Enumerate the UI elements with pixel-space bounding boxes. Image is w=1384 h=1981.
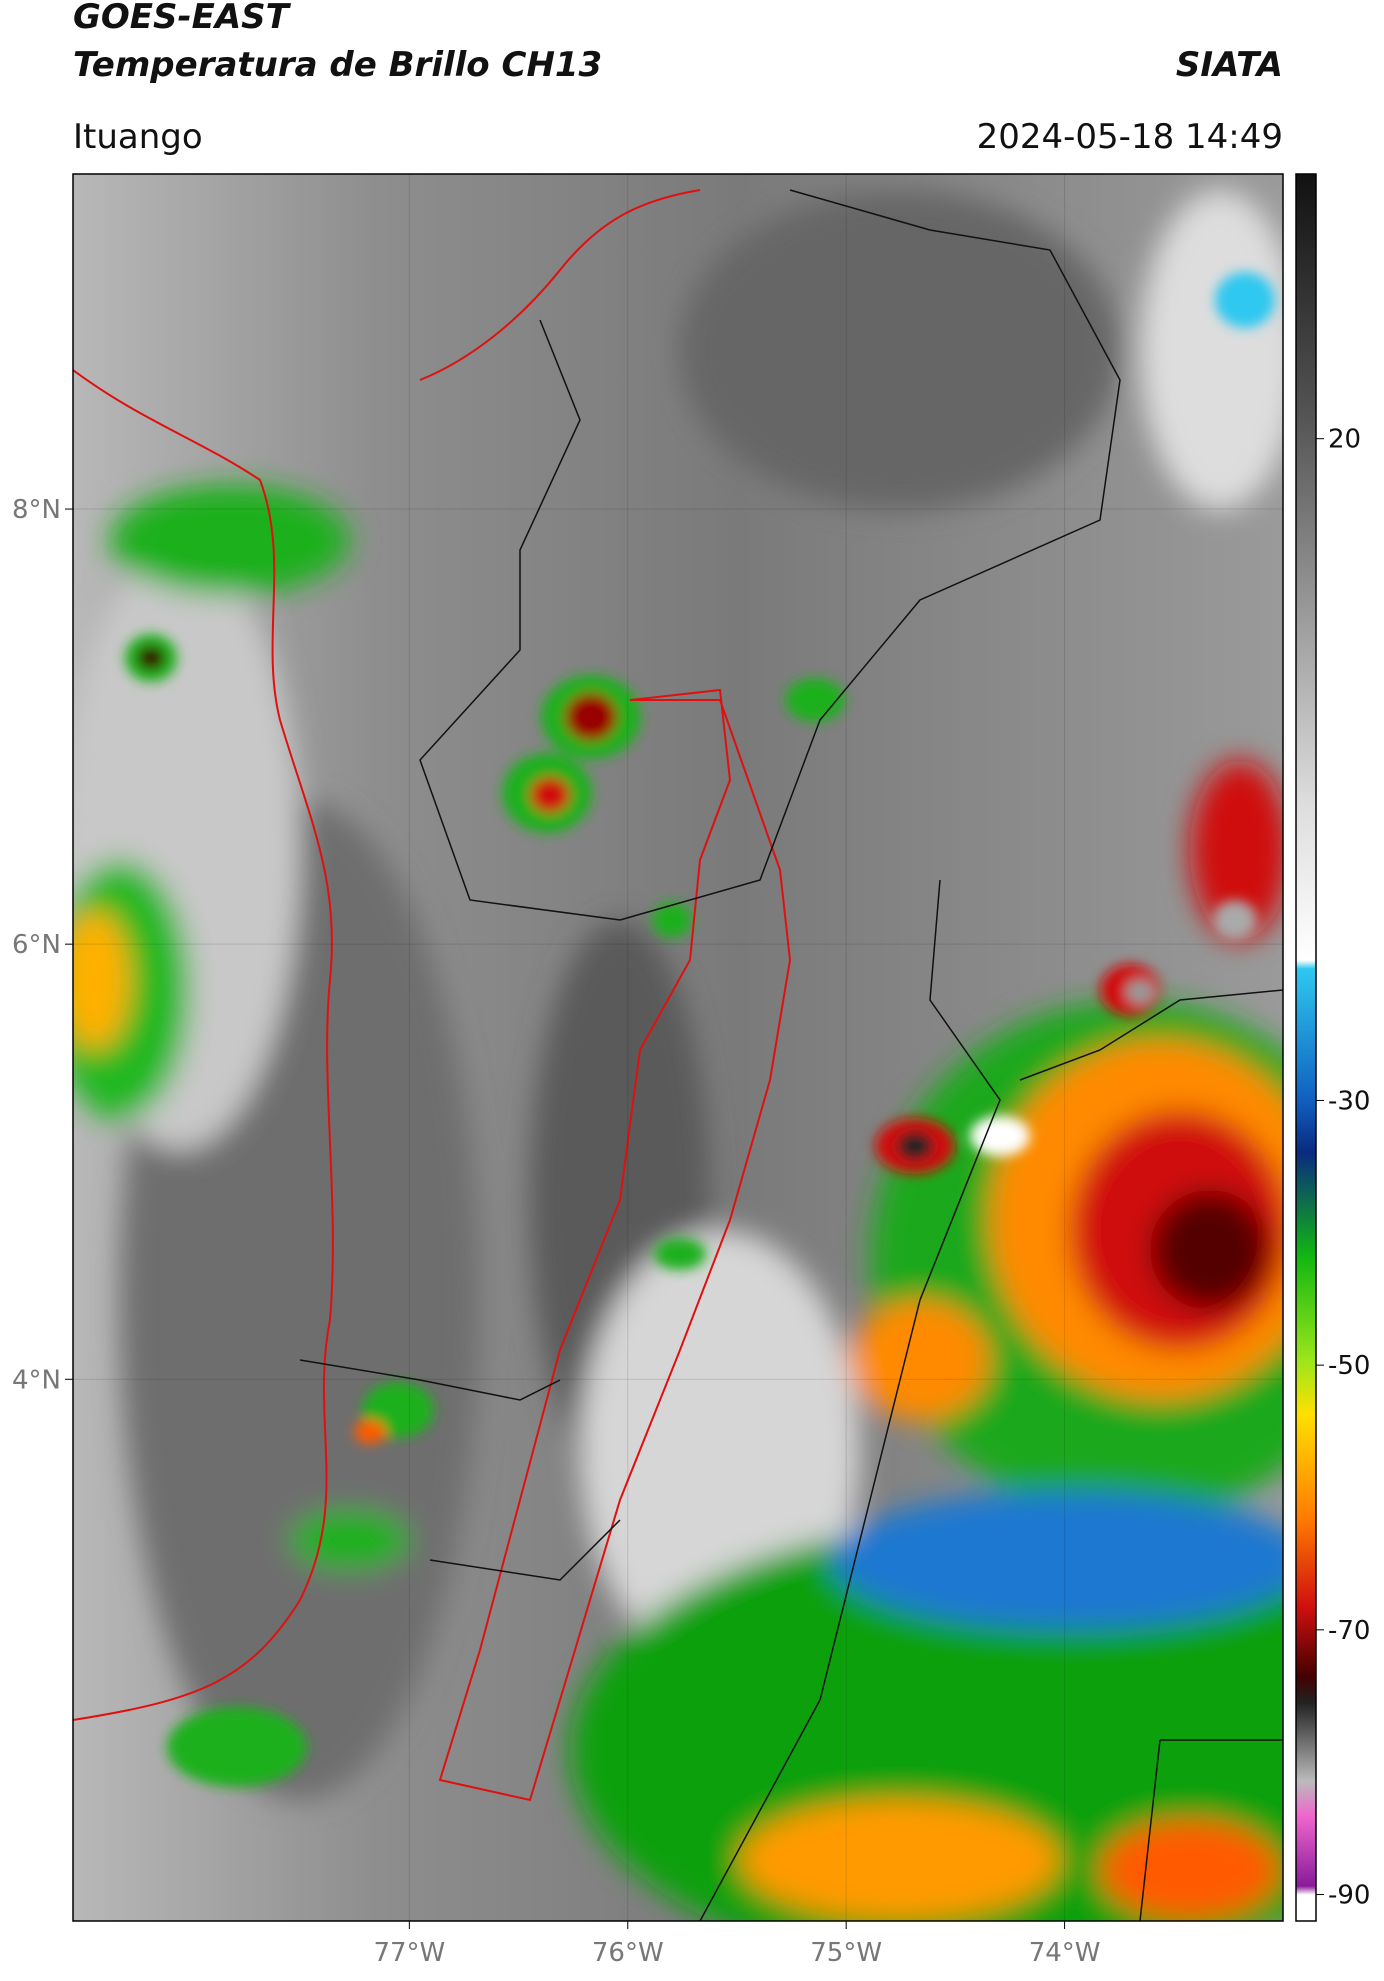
colorbar-label: -50 bbox=[1328, 1351, 1370, 1381]
x-tick-label: 75°W bbox=[810, 1938, 882, 1968]
map-frame bbox=[72, 173, 1284, 1922]
satellite-image bbox=[73, 174, 1283, 1921]
region-boundary bbox=[438, 688, 792, 1802]
colorbar bbox=[1295, 173, 1317, 1922]
agency: SIATA bbox=[1176, 45, 1283, 85]
x-tick-label: 76°W bbox=[592, 1938, 664, 1968]
coastline bbox=[73, 189, 701, 1721]
satellite: GOES-EAST bbox=[73, 0, 292, 37]
colorbar-label: 20 bbox=[1328, 425, 1361, 455]
product: Temperatura de Brillo CH13 bbox=[73, 45, 602, 85]
colorbar-label: -30 bbox=[1328, 1086, 1370, 1116]
y-tick-label: 4°N bbox=[12, 1365, 61, 1395]
y-tick-label: 8°N bbox=[12, 495, 61, 525]
x-tick-label: 77°W bbox=[373, 1938, 445, 1968]
datetime: 2024-05-18 14:49 bbox=[977, 117, 1283, 157]
colorbar-label: -70 bbox=[1328, 1616, 1370, 1646]
x-tick-label: 74°W bbox=[1029, 1938, 1101, 1968]
colorbar-label: -90 bbox=[1328, 1881, 1370, 1911]
region: Ituango bbox=[73, 117, 203, 157]
y-tick-label: 6°N bbox=[12, 930, 61, 960]
admin-boundaries bbox=[299, 189, 1283, 1921]
